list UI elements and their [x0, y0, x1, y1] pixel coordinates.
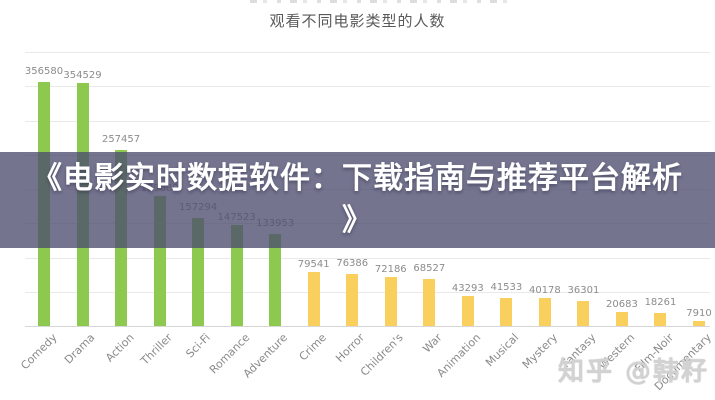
bar-fantasy: [577, 301, 590, 326]
bar-crime: [307, 271, 320, 326]
x-axis-label-war: War: [420, 331, 445, 356]
gridline: [25, 257, 710, 259]
bar-value-label: 40178: [528, 285, 561, 297]
bar-western: [615, 311, 628, 326]
bar-value-label: 7910: [686, 307, 712, 319]
x-axis-label-action: Action: [102, 331, 137, 365]
bar-value-label: 18261: [644, 297, 677, 309]
bar-value-label: 20683: [606, 298, 638, 310]
bar-musical: [500, 297, 513, 326]
x-axis-label-drama: Drama: [62, 331, 98, 367]
gridline: [25, 291, 710, 293]
bar-value-label: 36301: [567, 285, 600, 297]
x-axis-label-crime: Crime: [296, 331, 329, 364]
bar-value-label: 68527: [413, 263, 446, 275]
banner-title-line1: 《电影实时数据软件：下载指南与推荐平台解析: [32, 161, 683, 196]
gridline: [25, 120, 710, 122]
chart-title: 观看不同电影类型的人数: [269, 12, 446, 30]
x-axis-label-mystery: Mystery: [519, 331, 561, 372]
x-axis-line: [25, 326, 710, 327]
bar-animation: [461, 296, 474, 326]
bar-value-label: 43293: [451, 283, 484, 295]
bar-adventure: [269, 234, 282, 326]
bar-film-noir: [654, 313, 667, 326]
x-axis-label-horror: Horror: [333, 331, 368, 365]
bar-mystery: [538, 298, 551, 326]
x-axis-label-comedy: Comedy: [17, 331, 60, 373]
x-axis-label-sci-fi: Sci-Fi: [183, 331, 214, 361]
bar-value-label: 79541: [297, 258, 330, 270]
cropped-text-artifact: [250, 0, 508, 3]
banner-title-line2: 》: [342, 203, 373, 238]
bar-war: [423, 279, 436, 326]
x-axis-label-musical: Musical: [483, 331, 522, 370]
bar-children-s: [384, 276, 397, 326]
bar-value-label: 257457: [101, 133, 141, 145]
bar-documentary: [693, 320, 705, 326]
bar-value-label: 41533: [490, 281, 523, 293]
promo-banner-overlay: 《电影实时数据软件：下载指南与推荐平台解析 》: [0, 152, 715, 248]
gridline: [25, 52, 710, 53]
bar-horror: [346, 273, 359, 326]
x-axis-label-thriller: Thriller: [138, 331, 175, 368]
bar-value-label: 356580: [24, 65, 64, 77]
bar-value-label: 72186: [374, 263, 407, 275]
zhihu-watermark: 知乎 @韩籽: [557, 357, 709, 387]
bar-value-label: 354529: [63, 70, 102, 82]
gridline: [25, 86, 710, 88]
bar-romance: [230, 224, 243, 326]
bar-value-label: 76386: [336, 257, 369, 269]
